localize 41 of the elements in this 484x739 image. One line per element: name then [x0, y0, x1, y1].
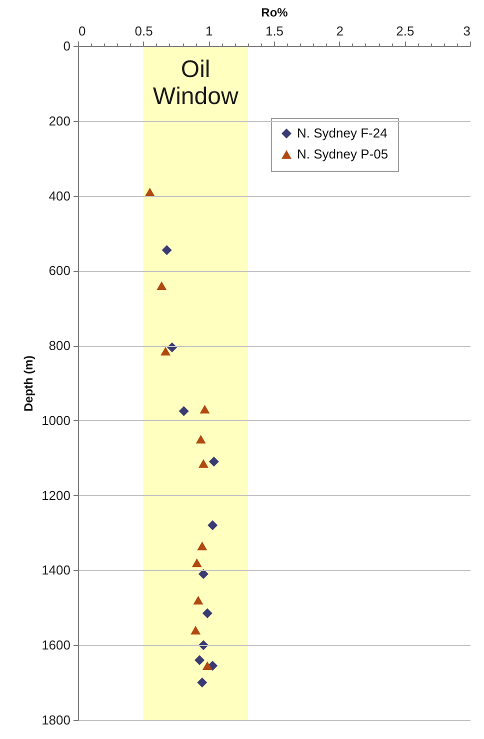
y-tick-label: 1400	[42, 562, 70, 578]
y-tick-label: 200	[48, 113, 70, 128]
point	[197, 678, 208, 688]
point	[200, 404, 210, 414]
point	[197, 542, 208, 550]
x-axis-title: Ro%	[261, 6, 288, 20]
x-tick-label: 0	[78, 24, 86, 38]
y-tick-label: 600	[48, 263, 70, 278]
y-tick-label: 1800	[42, 712, 70, 728]
point	[208, 456, 219, 467]
y-tick-label: 1600	[42, 638, 70, 653]
point	[192, 558, 202, 568]
point	[196, 434, 206, 444]
x-tick-label: 3	[463, 24, 470, 38]
y-axis-title: Depth (m)	[22, 356, 36, 412]
x-tick-label: 1	[206, 24, 213, 38]
point	[144, 188, 155, 196]
y-tick-label: 0	[63, 38, 70, 54]
legend-label: N. Sydney F-24	[297, 126, 388, 140]
legend-label: N. Sydney P-05	[297, 146, 388, 162]
x-tick-label: 0.5	[134, 24, 153, 38]
x-tick-label: 2	[336, 24, 344, 38]
point	[202, 608, 212, 618]
x-tick-label: 1.5	[265, 24, 284, 38]
point	[190, 626, 201, 634]
y-tick-label: 400	[48, 188, 70, 204]
y-tick-label: 800	[48, 338, 70, 354]
point	[194, 655, 205, 666]
point	[198, 459, 208, 468]
point	[162, 245, 172, 256]
point	[193, 596, 204, 605]
band-label: Oil Window	[152, 56, 239, 110]
point	[178, 406, 189, 416]
point	[160, 346, 171, 356]
y-tick-label: 1000	[42, 412, 70, 428]
point	[156, 281, 167, 290]
x-tick-label: 2.5	[396, 24, 414, 38]
y-tick-label: 1200	[42, 488, 70, 503]
point	[208, 520, 218, 530]
point	[198, 568, 208, 579]
point	[202, 661, 212, 670]
